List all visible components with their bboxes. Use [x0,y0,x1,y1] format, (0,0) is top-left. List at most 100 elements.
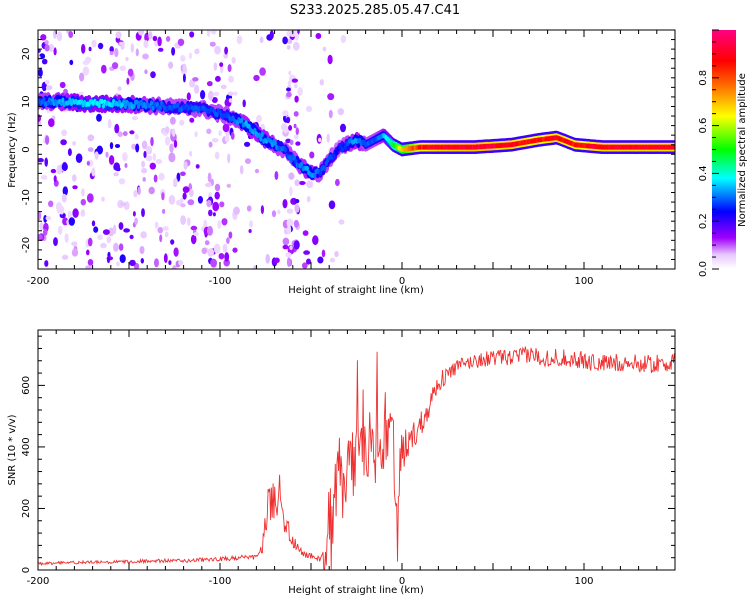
spectrogram-noise [39,222,44,231]
spectrogram-ridge-cell [158,105,162,111]
spectrogram-noise [226,237,230,245]
spectrogram-noise [67,210,72,219]
spectrogram-noise [72,141,77,146]
spectrogram-noise [173,178,178,185]
spectrogram-noise [163,253,168,264]
spectrogram-noise [170,116,176,125]
spectrogram-noise [140,258,144,264]
spectrogram-noise [154,258,159,268]
spectrogram-noise [152,153,156,162]
spectrogram-noise [142,177,146,182]
spectrogram-ridge-cell [260,131,264,138]
spectrogram-noise [106,256,111,264]
spectrogram-noise [302,230,309,236]
spectrogram-ridge-cell [334,150,339,156]
spectrogram-noise [71,241,78,247]
spectrogram-ridge-cell [323,165,327,171]
spectrogram-noise [140,231,147,239]
spectrogram-noise [213,91,220,97]
spectrogram-noise [306,195,311,203]
spectrogram-noise [131,143,137,150]
spectrogram-ytick-label: -10 [21,189,32,205]
spectrogram-noise [81,188,85,197]
spectrogram-noise [97,42,104,50]
spectrogram-noise [175,199,183,206]
spectrogram-noise [148,31,153,40]
spectrogram-noise [188,188,194,198]
spectrogram-ridge-cell [305,165,309,172]
colorbar-tick-label: 0.4 [698,165,709,181]
spectrogram-noise [303,250,310,255]
spectrogram-noise [119,202,127,207]
spectrogram-noise [222,243,228,253]
spectrogram-noise [171,128,176,137]
spectrogram-ytick-label: 20 [21,48,32,61]
spectrogram-noise [183,161,188,170]
spectrogram-noise [293,83,298,89]
spectrogram-noise [207,172,212,183]
snr-xlabel: Height of straight line (km) [288,585,424,596]
spectrogram-noise [294,95,299,103]
spectrogram-noise [168,195,176,205]
spectrogram-ridge-cell [259,136,263,142]
spectrogram-noise [217,220,222,229]
spectrogram-ridge-cell [132,103,136,109]
spectrogram-noise [39,53,46,60]
spectrogram-noise [81,43,86,54]
spectrogram-noise [113,162,120,171]
colorbar: 0.0 0.2 0.4 0.6 0.8 Normalized spectral ampl… [698,29,748,277]
spectrogram-noise [88,46,92,52]
spectrogram-noise [340,34,347,44]
snr-ytick-label: 200 [21,499,32,518]
spectrogram-noise [274,171,279,180]
spectrogram-noise [293,123,297,129]
spectrogram-noise [45,135,50,145]
spectrogram-noise [94,151,99,160]
spectrogram-noise [38,68,43,77]
spectrogram-ridge-cell [101,103,106,109]
spectrogram-noise [91,220,96,227]
spectrogram-noise [294,199,300,204]
spectrogram-noise [129,130,135,135]
spectrogram-noise [101,64,107,74]
snr-marks [38,346,675,570]
spectrogram-noise [86,161,90,166]
spectrogram-noise [141,140,148,150]
spectrogram-noise [91,39,97,48]
snr-ytick-label: 0 [21,567,32,573]
spectrogram-noise [221,218,228,226]
spectrogram-noise [327,54,333,65]
spectrogram-noise [80,209,86,217]
spectrogram-noise [86,193,94,203]
spectrogram-noise [171,47,176,56]
spectrogram-ridge-cell [61,97,65,103]
spectrogram-noise [153,174,158,183]
snr-xtick-label: 100 [574,576,593,587]
spectrogram-noise [206,128,212,135]
spectrogram-noise [224,46,229,55]
spectrogram-noise [161,192,165,201]
spectrogram-noise [233,206,240,215]
spectrogram-ridge-cell [150,100,154,106]
spectrogram-ridge-cell [273,140,277,146]
spectrogram-noise [327,93,335,101]
spectrogram-noise [208,209,213,217]
spectrogram-noise [194,131,198,138]
spectrogram-noise [87,134,95,142]
spectrogram-noise [180,203,186,208]
spectrogram-noise [143,150,147,159]
spectrogram-noise [158,172,165,181]
spectrogram-noise [218,253,225,260]
spectrogram-noise [312,235,319,246]
spectrogram-noise [328,200,336,210]
spectrogram-noise [242,99,246,108]
spectrogram-noise [117,86,122,91]
spectrogram-noise [64,233,69,243]
spectrogram-noise [286,45,291,50]
spectrogram-noise [230,132,235,140]
spectrogram-noise [207,248,215,257]
spectrogram-ridge-cell [215,111,219,118]
spectrogram-noise [315,33,322,39]
snr-xtick-label: 0 [399,576,405,587]
